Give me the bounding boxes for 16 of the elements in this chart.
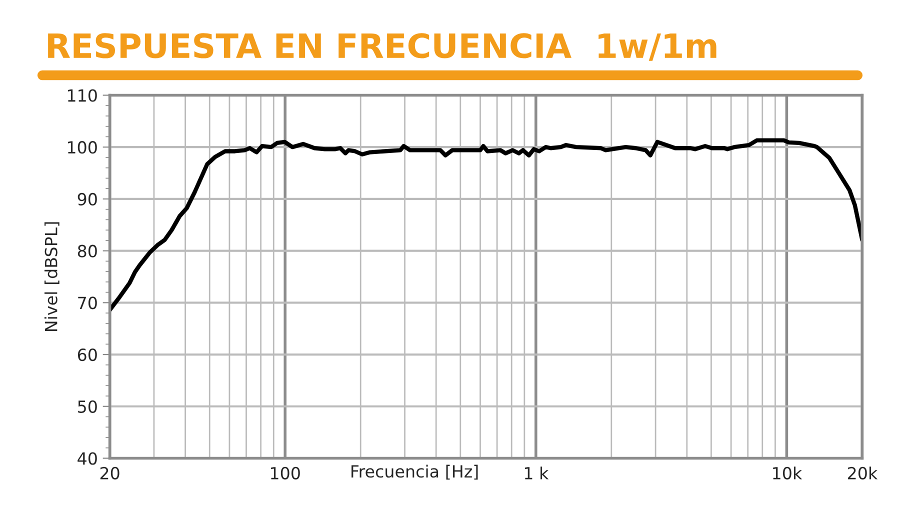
y-tick-label: 50 (78, 400, 97, 413)
x-tick-label: 10k (773, 466, 802, 480)
x-tick-label: 100 (271, 466, 300, 480)
y-tick-label: 90 (78, 192, 97, 206)
x-tick-label: 20k (848, 466, 878, 480)
y-tick-label: 80 (78, 244, 97, 258)
y-tick-label: 60 (78, 348, 97, 362)
x-axis-title: Frecuencia [Hz] (352, 464, 478, 480)
y-tick-label: 100 (68, 141, 97, 154)
x-tick-label: 1 k (524, 466, 549, 480)
y-tick-label: 70 (78, 296, 97, 310)
x-tick-label: 20 (100, 466, 120, 480)
y-tick-label: 40 (78, 452, 97, 465)
y-tick-label: 110 (68, 89, 97, 102)
y-axis-title: Nivel [dBSPL] (44, 222, 60, 331)
chart-title: RESPUESTA EN FRECUENCIA 1w/1m (48, 33, 716, 61)
